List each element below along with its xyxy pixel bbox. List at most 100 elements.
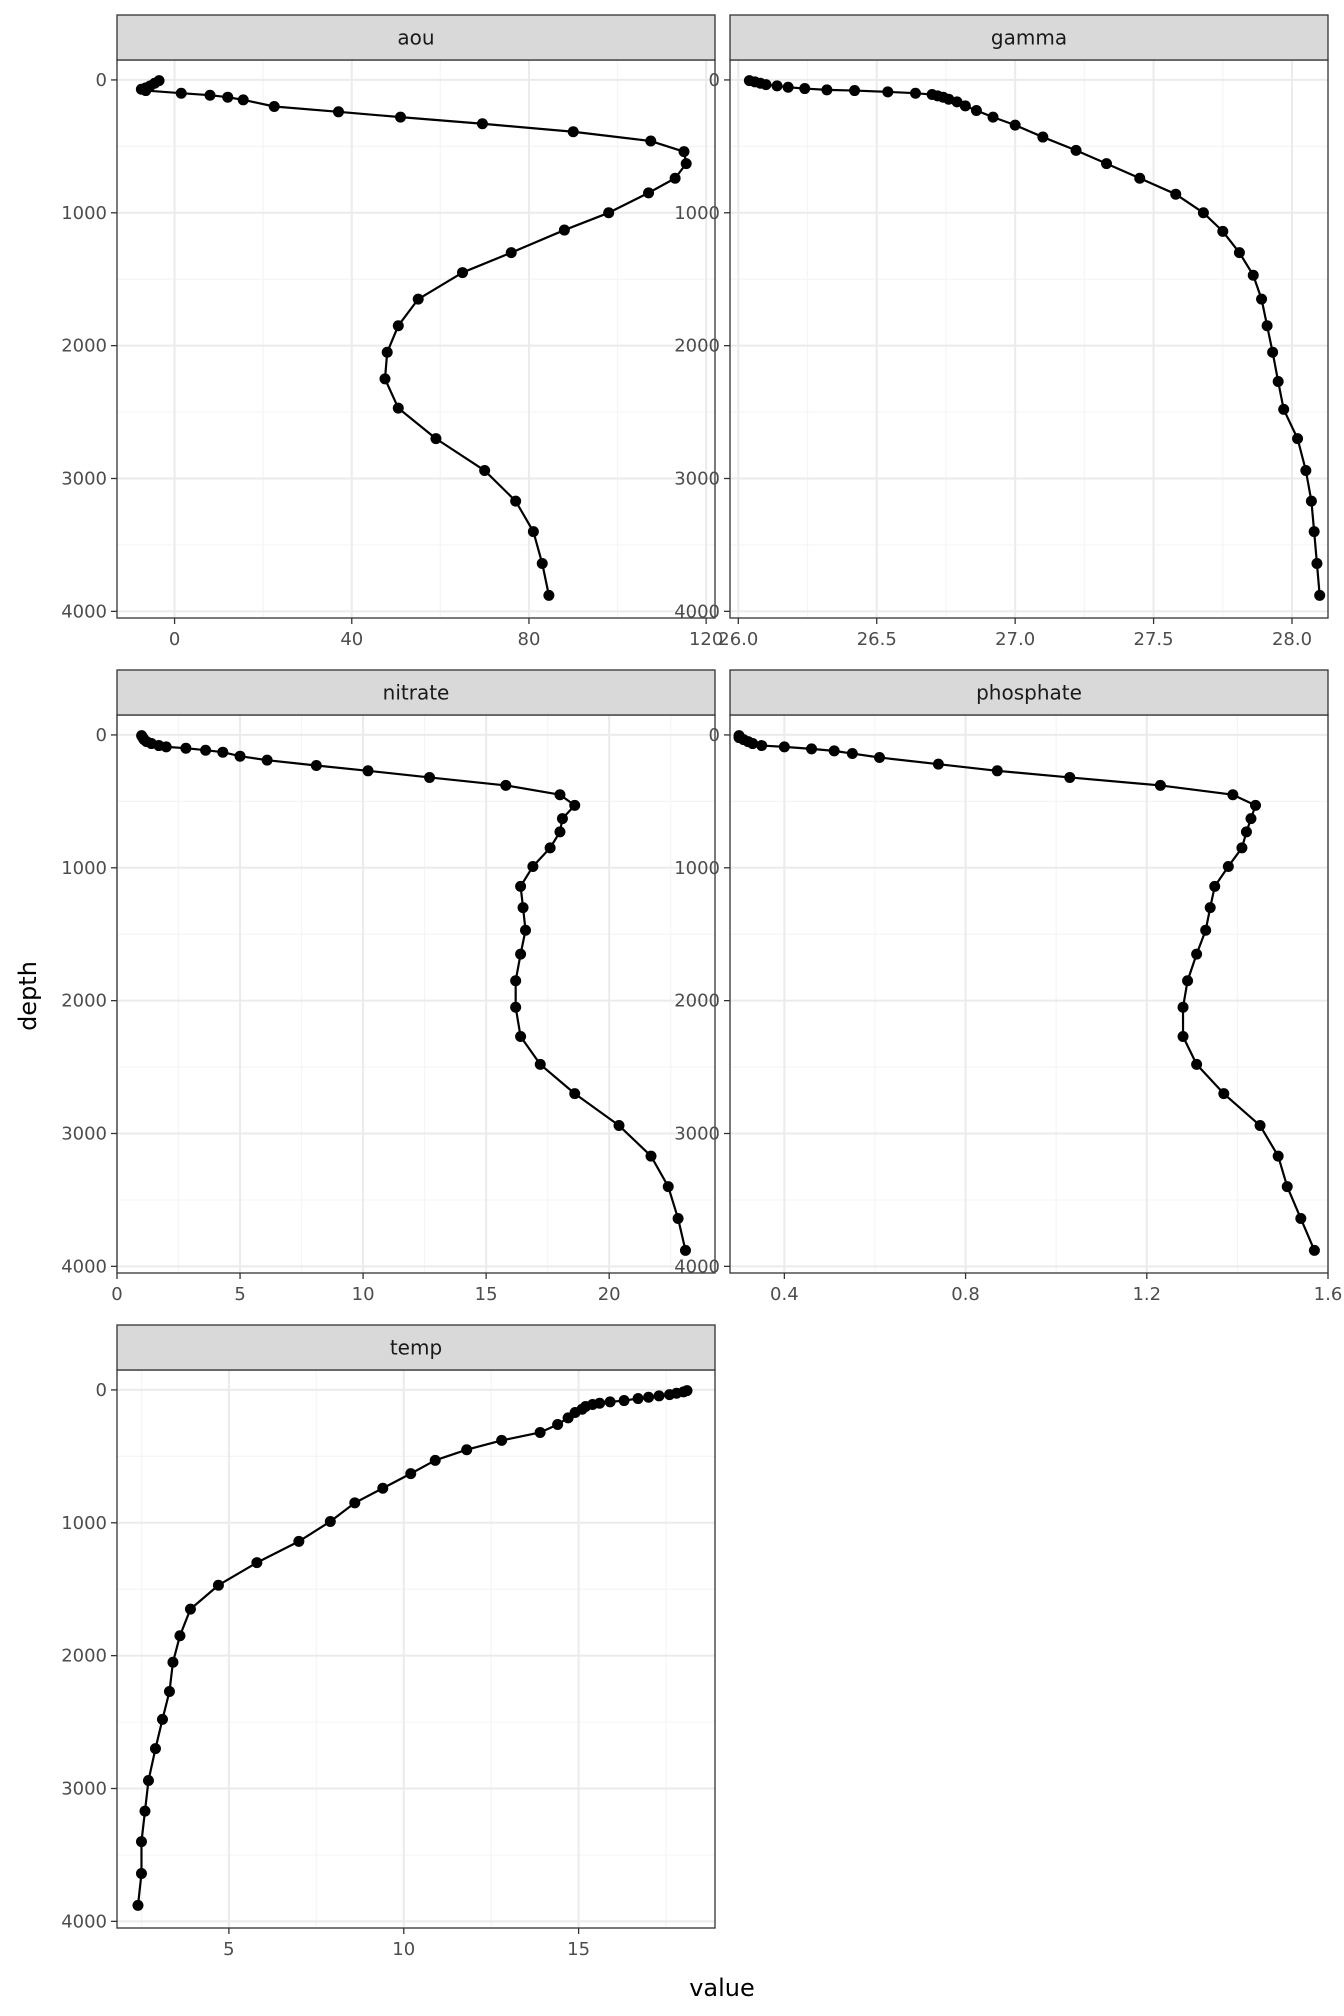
data-point xyxy=(510,495,522,507)
data-point xyxy=(1177,1001,1189,1013)
data-point xyxy=(324,1515,336,1527)
panel-aou: aou 0 1000 2000 3000 4000 0 40 80 120 xyxy=(61,14,723,650)
data-point xyxy=(1222,860,1234,872)
y-tick-label: 2000 xyxy=(61,336,107,357)
data-point xyxy=(1101,158,1113,170)
data-point xyxy=(160,741,172,753)
x-tick-label: 15 xyxy=(567,1939,590,1960)
data-point xyxy=(461,1444,473,1456)
x-tick-label: 1.6 xyxy=(1314,1284,1343,1305)
facet-strip xyxy=(116,669,716,716)
y-tick-label: 4000 xyxy=(674,601,720,622)
data-point xyxy=(567,126,579,138)
x-tick-label: 0 xyxy=(169,629,180,650)
data-point xyxy=(645,135,657,147)
x-tick-label: 26.0 xyxy=(718,629,758,650)
y-tick-label: 3000 xyxy=(61,1124,107,1145)
data-point xyxy=(643,1391,655,1403)
data-point xyxy=(1247,269,1259,281)
y-tick-label: 2000 xyxy=(61,991,107,1012)
x-tick-label: 5 xyxy=(234,1284,245,1305)
data-point xyxy=(174,1630,186,1642)
data-point xyxy=(379,373,391,385)
data-point xyxy=(1256,293,1268,305)
data-point xyxy=(1204,902,1216,914)
y-tick-label: 0 xyxy=(96,1380,107,1401)
data-point xyxy=(643,187,655,199)
data-point xyxy=(554,826,566,838)
x-tick-label: 27.0 xyxy=(995,629,1035,650)
data-point xyxy=(234,750,246,762)
y-tick-label: 1000 xyxy=(674,858,720,879)
data-point xyxy=(680,158,692,170)
y-tick-label: 3000 xyxy=(674,469,720,490)
data-point xyxy=(849,85,861,97)
data-point xyxy=(515,880,527,892)
data-point xyxy=(476,118,488,130)
data-point xyxy=(1154,779,1166,791)
data-point xyxy=(959,100,971,112)
data-point xyxy=(212,1579,224,1591)
x-tick-label: 0 xyxy=(111,1284,122,1305)
data-point xyxy=(543,589,555,601)
y-tick-label: 2000 xyxy=(674,336,720,357)
panel-background xyxy=(117,60,715,618)
data-point xyxy=(558,224,570,236)
data-point xyxy=(251,1557,263,1569)
data-point xyxy=(662,1181,674,1193)
data-point xyxy=(747,738,759,750)
data-point xyxy=(222,91,234,103)
data-point xyxy=(429,1454,441,1466)
facet-strip xyxy=(729,669,1329,716)
data-point xyxy=(381,346,393,358)
x-tick-label: 27.5 xyxy=(1134,629,1174,650)
data-point xyxy=(828,745,840,757)
y-tick-label: 0 xyxy=(709,725,720,746)
data-point xyxy=(669,172,681,184)
y-tick-label: 1000 xyxy=(61,1513,107,1534)
y-axis-title: depth xyxy=(14,961,42,1031)
y-tick-label: 2000 xyxy=(61,1646,107,1667)
facet-strip-label: temp xyxy=(390,1336,442,1360)
y-tick-label: 4000 xyxy=(61,601,107,622)
data-point xyxy=(1209,880,1221,892)
facet-strip-label: gamma xyxy=(991,26,1067,50)
data-point xyxy=(510,975,522,987)
data-point xyxy=(163,1686,175,1698)
data-point xyxy=(951,96,963,108)
data-point xyxy=(527,526,539,538)
data-point xyxy=(782,81,794,93)
data-point xyxy=(1308,1244,1320,1256)
data-point xyxy=(527,860,539,872)
data-point xyxy=(268,101,280,112)
data-point xyxy=(1236,842,1248,854)
data-point xyxy=(664,1389,676,1401)
data-point xyxy=(632,1393,644,1405)
x-tick-label: 10 xyxy=(352,1284,375,1305)
data-point xyxy=(1295,1213,1307,1225)
facet-strip-label: nitrate xyxy=(383,681,450,705)
data-point xyxy=(821,84,833,96)
y-tick-label: 0 xyxy=(96,725,107,746)
data-point xyxy=(135,1868,147,1880)
data-point xyxy=(377,1482,389,1494)
data-point xyxy=(1300,465,1312,477)
data-point xyxy=(180,742,192,754)
data-point xyxy=(1070,144,1082,156)
data-point xyxy=(771,80,783,92)
facet-strip-label: aou xyxy=(397,26,434,50)
panel-background xyxy=(730,60,1328,618)
x-tick-label: 15 xyxy=(475,1284,498,1305)
data-point xyxy=(1227,789,1239,801)
data-point xyxy=(1233,247,1245,259)
data-point xyxy=(237,94,249,106)
facet-strip-label: phosphate xyxy=(976,681,1082,705)
data-point xyxy=(1305,495,1317,507)
x-tick-label: 5 xyxy=(223,1939,234,1960)
data-point xyxy=(1191,948,1203,960)
y-tick-label: 3000 xyxy=(61,469,107,490)
data-point xyxy=(457,267,469,279)
facet-strip xyxy=(116,14,716,61)
data-point xyxy=(149,1743,161,1755)
panel-background xyxy=(117,715,715,1273)
